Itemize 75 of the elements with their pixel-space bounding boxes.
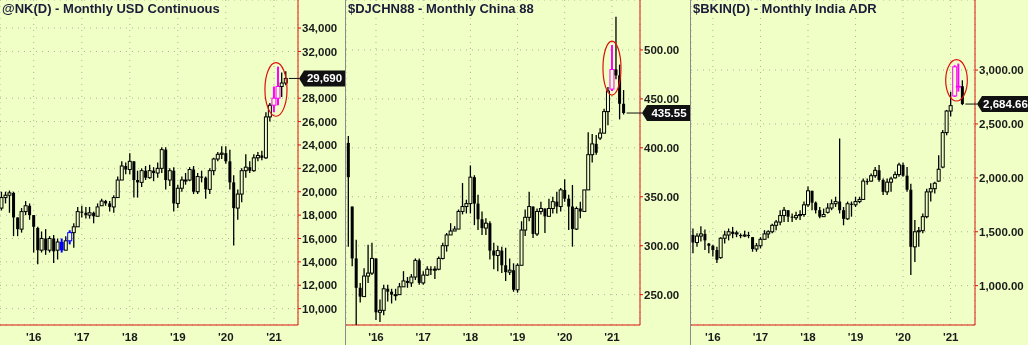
annotation: 2,684.66 [983,98,1028,111]
y-tick-label: 3,000.00 [979,64,1024,77]
candlestick [500,246,504,274]
candlestick [889,176,894,193]
candlestick [790,212,794,223]
x-tick-label: '21 [942,331,960,344]
y-tick-label: 24,000 [302,139,338,152]
x-tick-label: '19 [509,331,526,344]
candlestick [32,214,36,254]
y-tick-label: 1,000.00 [979,279,1024,292]
y-tick-label: 32,000 [302,45,338,58]
candlestick [55,237,60,261]
x-tick-label: '21 [604,331,621,344]
candlestick [936,154,941,183]
chart-title: $DJCHN88 - Monthly China 88 [348,1,534,16]
annotation: 435.55 [651,107,688,120]
candlestick [504,247,508,282]
y-tick-label: 500.00 [644,44,680,57]
candlestick [952,64,958,99]
x-tick-label: '18 [462,331,479,344]
candlestick [279,71,284,98]
candlestick [703,228,707,251]
candlestick [955,62,961,93]
chart-title: @NK(D) - Monthly USD Continuous [2,1,220,16]
y-tick-label: 300.00 [644,239,680,252]
y-tick-label: 14,000 [302,255,338,268]
y-tick-label: 20,000 [302,185,338,198]
x-tick-label: '19 [847,331,864,344]
x-tick-label: '19 [170,331,186,344]
x-tick-label: '21 [266,331,283,344]
y-tick-label: 34,000 [302,22,338,35]
x-tick-label: '16 [705,331,721,344]
y-tick-label: 26,000 [302,115,338,128]
candlestick [794,211,799,221]
y-tick-label: 250.00 [644,288,680,301]
candlestick [555,191,559,215]
y-tick-label: 10,000 [302,302,338,315]
y-tick-label: 28,000 [302,92,338,105]
y-tick-label: 12,000 [302,279,338,292]
candlestick [842,206,846,226]
candlestick [711,244,715,258]
y-tick-label: 2,000.00 [979,171,1024,184]
candlestick [495,245,500,272]
x-tick-label: '16 [368,331,384,344]
x-tick-label: '18 [122,331,139,344]
y-tick-label: 350.00 [644,190,680,203]
candlestick [36,226,40,265]
x-tick-label: '20 [556,331,573,344]
x-tick-label: '20 [218,331,234,344]
candlestick [195,172,200,195]
candlestick [512,262,516,293]
x-tick-label: '20 [895,331,911,344]
y-tick-label: 2,500.00 [979,118,1024,131]
x-tick-label: '17 [752,331,769,344]
y-tick-label: 22,000 [302,162,338,175]
candlestick [594,134,598,156]
y-tick-label: 450.00 [644,92,680,105]
candlestick [417,257,421,286]
x-tick-label: '16 [25,331,42,344]
candlestick [563,178,567,203]
annotation: 29,690 [306,72,343,85]
candlestick [567,194,571,231]
y-tick-label: 1,500.00 [979,225,1024,238]
x-tick-label: '17 [415,331,432,344]
candlestick [845,200,850,221]
x-tick-label: '18 [800,331,817,344]
y-tick-label: 18,000 [302,209,338,222]
y-tick-label: 400.00 [644,141,680,154]
candlestick [429,265,433,276]
candlestick [691,227,695,254]
x-tick-label: '17 [74,331,90,344]
candlestick [622,89,626,116]
y-tick-label: 16,000 [302,232,338,245]
candlestick [132,160,136,199]
chart-title: $BKIN(D) - Monthly India ADR [693,1,877,16]
